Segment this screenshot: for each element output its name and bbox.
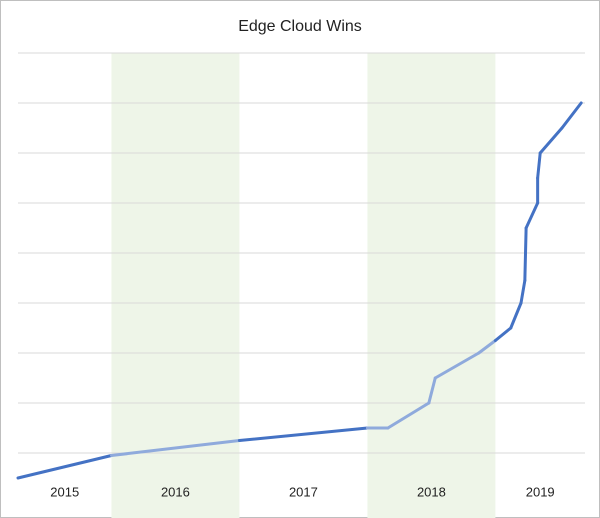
year-band bbox=[367, 53, 496, 518]
x-tick-label: 2015 bbox=[50, 484, 79, 499]
chart-title: Edge Cloud Wins bbox=[238, 18, 362, 35]
line-segment bbox=[427, 376, 437, 405]
line-segment bbox=[16, 454, 113, 480]
line-segment bbox=[519, 279, 527, 305]
line-segment bbox=[524, 201, 540, 230]
line-segment bbox=[523, 226, 528, 282]
x-tick-label: 2017 bbox=[289, 484, 318, 499]
line-segment bbox=[560, 101, 583, 130]
line-segment bbox=[536, 151, 542, 180]
year-bands bbox=[111, 53, 496, 518]
x-tick-label: 2019 bbox=[526, 484, 555, 499]
year-band bbox=[111, 53, 240, 518]
x-tick-label: 2018 bbox=[417, 484, 446, 499]
line-segment bbox=[237, 426, 369, 442]
line-segment bbox=[509, 301, 523, 330]
line-segment bbox=[109, 439, 241, 457]
line-segment bbox=[433, 351, 481, 380]
line-segment bbox=[386, 401, 431, 430]
x-axis: 2015 2016 2017 2018 2019 bbox=[50, 484, 554, 499]
x-tick-label: 2016 bbox=[161, 484, 190, 499]
line-segment bbox=[538, 126, 564, 155]
plot-line bbox=[16, 101, 583, 480]
grid bbox=[18, 52, 585, 454]
line-segment bbox=[477, 339, 497, 355]
line-segment bbox=[493, 326, 513, 342]
